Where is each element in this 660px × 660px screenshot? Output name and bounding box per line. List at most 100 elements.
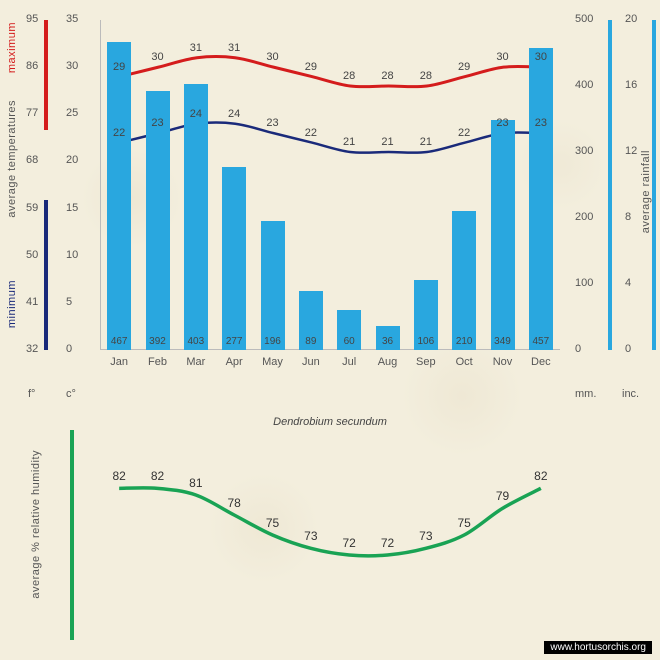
tick-f: 32: [26, 343, 38, 355]
temp-max-line: [120, 57, 542, 87]
tick-f: 59: [26, 202, 38, 214]
label-rainfall: average rainfall: [640, 150, 652, 233]
rainfall-bar: [146, 91, 170, 350]
label-humidity: average % relative humidity: [30, 450, 42, 599]
temp-max-value: 30: [266, 51, 278, 63]
right-blue-bar-2: [652, 20, 656, 350]
rainfall-bar: [107, 42, 131, 350]
tick-f: 68: [26, 154, 38, 166]
tick-in: 12: [625, 145, 637, 157]
humidity-svg: [100, 435, 560, 645]
unit-c: c°: [66, 388, 76, 400]
rainfall-value: 89: [305, 336, 316, 408]
left-navy-bar: [44, 200, 48, 350]
humidity-value: 75: [266, 516, 279, 530]
unit-mm: mm.: [575, 388, 596, 400]
label-avg-temp: average temperatures: [6, 100, 18, 218]
temp-min-value: 23: [496, 117, 508, 129]
temp-max-value: 31: [228, 42, 240, 54]
unit-f: f°: [28, 388, 35, 400]
tick-mm: 100: [575, 277, 593, 289]
tick-c: 5: [66, 296, 72, 308]
month-label: Nov: [493, 356, 513, 368]
month-label: Apr: [226, 356, 243, 368]
month-label: Jul: [342, 356, 356, 368]
tick-f: 86: [26, 60, 38, 72]
climate-chart: 3241505968778695 f° 05101520253035 c° ma…: [0, 0, 660, 410]
rainfall-value: 457: [532, 336, 549, 408]
humidity-value: 82: [534, 469, 547, 483]
temp-max-value: 28: [420, 70, 432, 82]
rainfall-bar: [529, 48, 553, 350]
temp-max-value: 28: [381, 70, 393, 82]
tick-c: 25: [66, 107, 78, 119]
humidity-value: 73: [419, 529, 432, 543]
humidity-value: 73: [304, 529, 317, 543]
rainfall-value: 467: [111, 336, 128, 408]
rainfall-value: 392: [149, 336, 166, 408]
month-label: May: [262, 356, 283, 368]
rainfall-value: 277: [226, 336, 243, 408]
month-label: Feb: [148, 356, 167, 368]
tick-c: 30: [66, 60, 78, 72]
temp-max-value: 30: [496, 51, 508, 63]
month-label: Oct: [456, 356, 473, 368]
humidity-value: 82: [151, 469, 164, 483]
tick-mm: 400: [575, 79, 593, 91]
rainfall-value: 403: [187, 336, 204, 408]
rainfall-value: 349: [494, 336, 511, 408]
month-label: Dec: [531, 356, 551, 368]
rainfall-bar: [491, 120, 515, 350]
label-minimum: minimum: [6, 280, 18, 328]
unit-inc: inc.: [622, 388, 639, 400]
humidity-value: 72: [342, 536, 355, 550]
label-maximum: maximum: [6, 22, 18, 73]
tick-in: 0: [625, 343, 631, 355]
tick-c: 0: [66, 343, 72, 355]
humidity-value: 81: [189, 476, 202, 490]
humidity-value: 82: [112, 469, 125, 483]
watermark: www.hortusorchis.org: [544, 641, 652, 654]
tick-c: 35: [66, 13, 78, 25]
temp-max-value: 30: [151, 51, 163, 63]
tick-in: 8: [625, 211, 631, 223]
rainfall-bar: [261, 221, 285, 350]
month-label: Jan: [110, 356, 128, 368]
temp-min-value: 21: [381, 136, 393, 148]
humidity-green-bar: [70, 430, 74, 640]
temp-min-value: 21: [343, 136, 355, 148]
rainfall-value: 106: [417, 336, 434, 408]
right-blue-bar-1: [608, 20, 612, 350]
rainfall-bar: [452, 211, 476, 350]
month-label: Jun: [302, 356, 320, 368]
humidity-value: 79: [496, 489, 509, 503]
month-label: Aug: [378, 356, 398, 368]
tick-f: 95: [26, 13, 38, 25]
temp-max-value: 31: [190, 42, 202, 54]
temp-min-value: 24: [228, 108, 240, 120]
tick-mm: 300: [575, 145, 593, 157]
temp-max-value: 30: [535, 51, 547, 63]
humidity-line: [119, 488, 541, 556]
temp-min-value: 23: [151, 117, 163, 129]
rainfall-value: 60: [344, 336, 355, 408]
humidity-value: 75: [457, 516, 470, 530]
temp-max-value: 29: [113, 61, 125, 73]
tick-c: 15: [66, 202, 78, 214]
rainfall-bar: [222, 167, 246, 350]
rainfall-bar: [184, 84, 208, 350]
tick-in: 16: [625, 79, 637, 91]
tick-f: 41: [26, 296, 38, 308]
temp-max-value: 29: [458, 61, 470, 73]
humidity-value: 78: [227, 496, 240, 510]
tick-f: 50: [26, 249, 38, 261]
temp-min-value: 23: [266, 117, 278, 129]
tick-in: 4: [625, 277, 631, 289]
tick-c: 10: [66, 249, 78, 261]
temp-min-value: 22: [458, 127, 470, 139]
temp-min-value: 21: [420, 136, 432, 148]
tick-mm: 500: [575, 13, 593, 25]
temp-max-value: 28: [343, 70, 355, 82]
temp-min-value: 23: [535, 117, 547, 129]
tick-f: 77: [26, 107, 38, 119]
